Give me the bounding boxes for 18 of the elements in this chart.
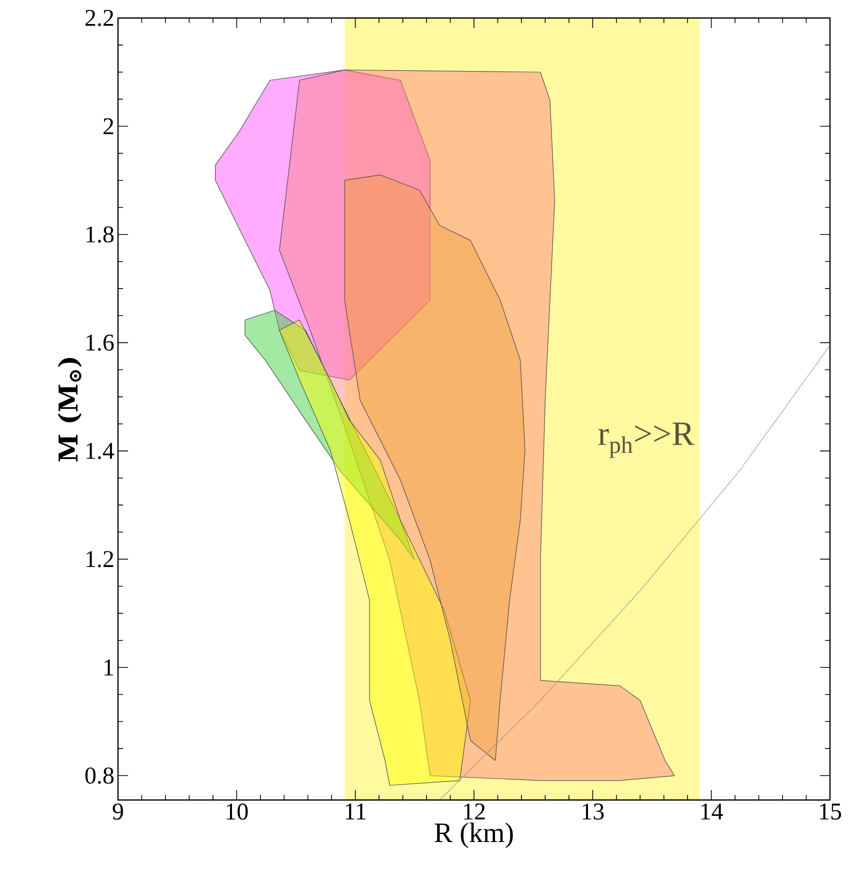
y-tick-label: 1.4 bbox=[86, 442, 114, 460]
y-tick-label: 0.8 bbox=[85, 767, 114, 784]
x-tick-label: 12 bbox=[464, 804, 485, 820]
y-axis-title: M (M$_{⊙}$) bbox=[58, 358, 82, 462]
x-tick-label: 11 bbox=[346, 804, 366, 820]
y-tick-label: 1.8 bbox=[86, 226, 114, 243]
y-tick-label: 1 bbox=[104, 659, 114, 676]
y-tick-label: 1.2 bbox=[86, 551, 114, 568]
y-tick-label: 1.6 bbox=[86, 334, 114, 351]
y-tick-label: 2.2 bbox=[86, 10, 114, 26]
x-tick-label: 13 bbox=[582, 804, 604, 820]
x-tick-label: 14 bbox=[701, 804, 723, 820]
x-tick-label: 10 bbox=[226, 804, 248, 820]
y-tick-label: 2 bbox=[104, 118, 114, 134]
x-tick-label: 15 bbox=[820, 804, 842, 820]
x-tick-label: 9 bbox=[112, 804, 124, 820]
band-label: r$_{ph}$>>R bbox=[598, 422, 694, 458]
x-axis-title: R (km) bbox=[434, 822, 513, 848]
